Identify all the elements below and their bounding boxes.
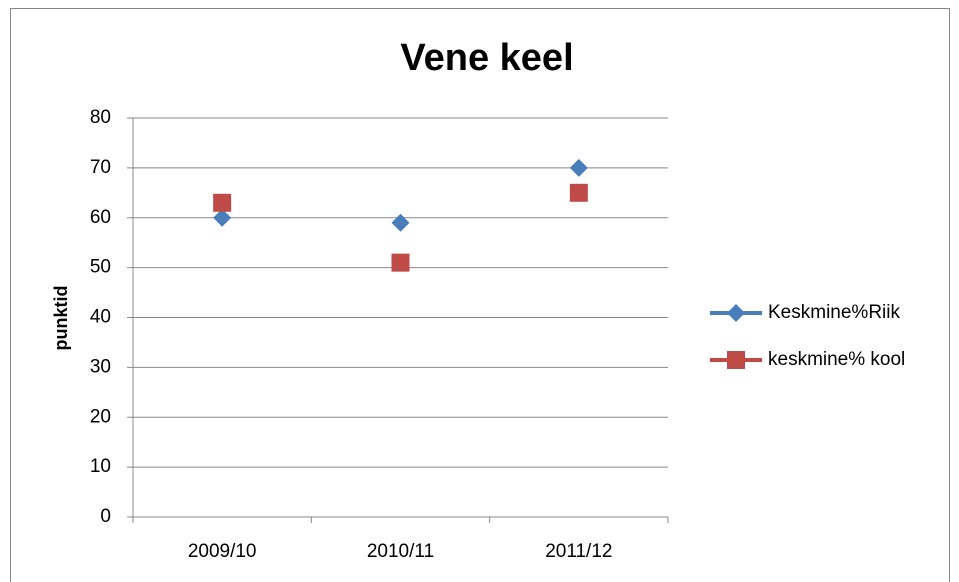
marker [213, 193, 232, 212]
marker [569, 158, 588, 177]
x-tick-label: 2010/11 [367, 541, 434, 562]
legend-marker [727, 304, 745, 322]
y-axis-label: punktid [51, 286, 71, 351]
y-tick-label: 80 [90, 107, 111, 128]
y-tick-label: 20 [90, 406, 111, 427]
y-tick-label: 50 [90, 257, 111, 278]
marker [391, 253, 410, 272]
legend-marker [727, 351, 745, 369]
x-tick-label: 2009/10 [188, 541, 257, 562]
y-tick-label: 40 [90, 307, 111, 328]
y-tick-label: 70 [90, 157, 111, 178]
y-tick-label: 0 [100, 506, 111, 527]
marker [569, 183, 588, 202]
chart-frame [10, 8, 950, 582]
y-tick-label: 30 [90, 356, 111, 377]
x-tick-label: 2011/12 [545, 541, 612, 562]
legend-label: keskmine% kool [768, 349, 905, 370]
y-tick-label: 10 [90, 456, 111, 477]
legend-label: Keskmine%Riik [768, 302, 900, 323]
marker [213, 208, 232, 227]
marker [391, 213, 410, 232]
chart-title: Vene keel [400, 37, 573, 79]
y-tick-label: 60 [90, 207, 111, 228]
